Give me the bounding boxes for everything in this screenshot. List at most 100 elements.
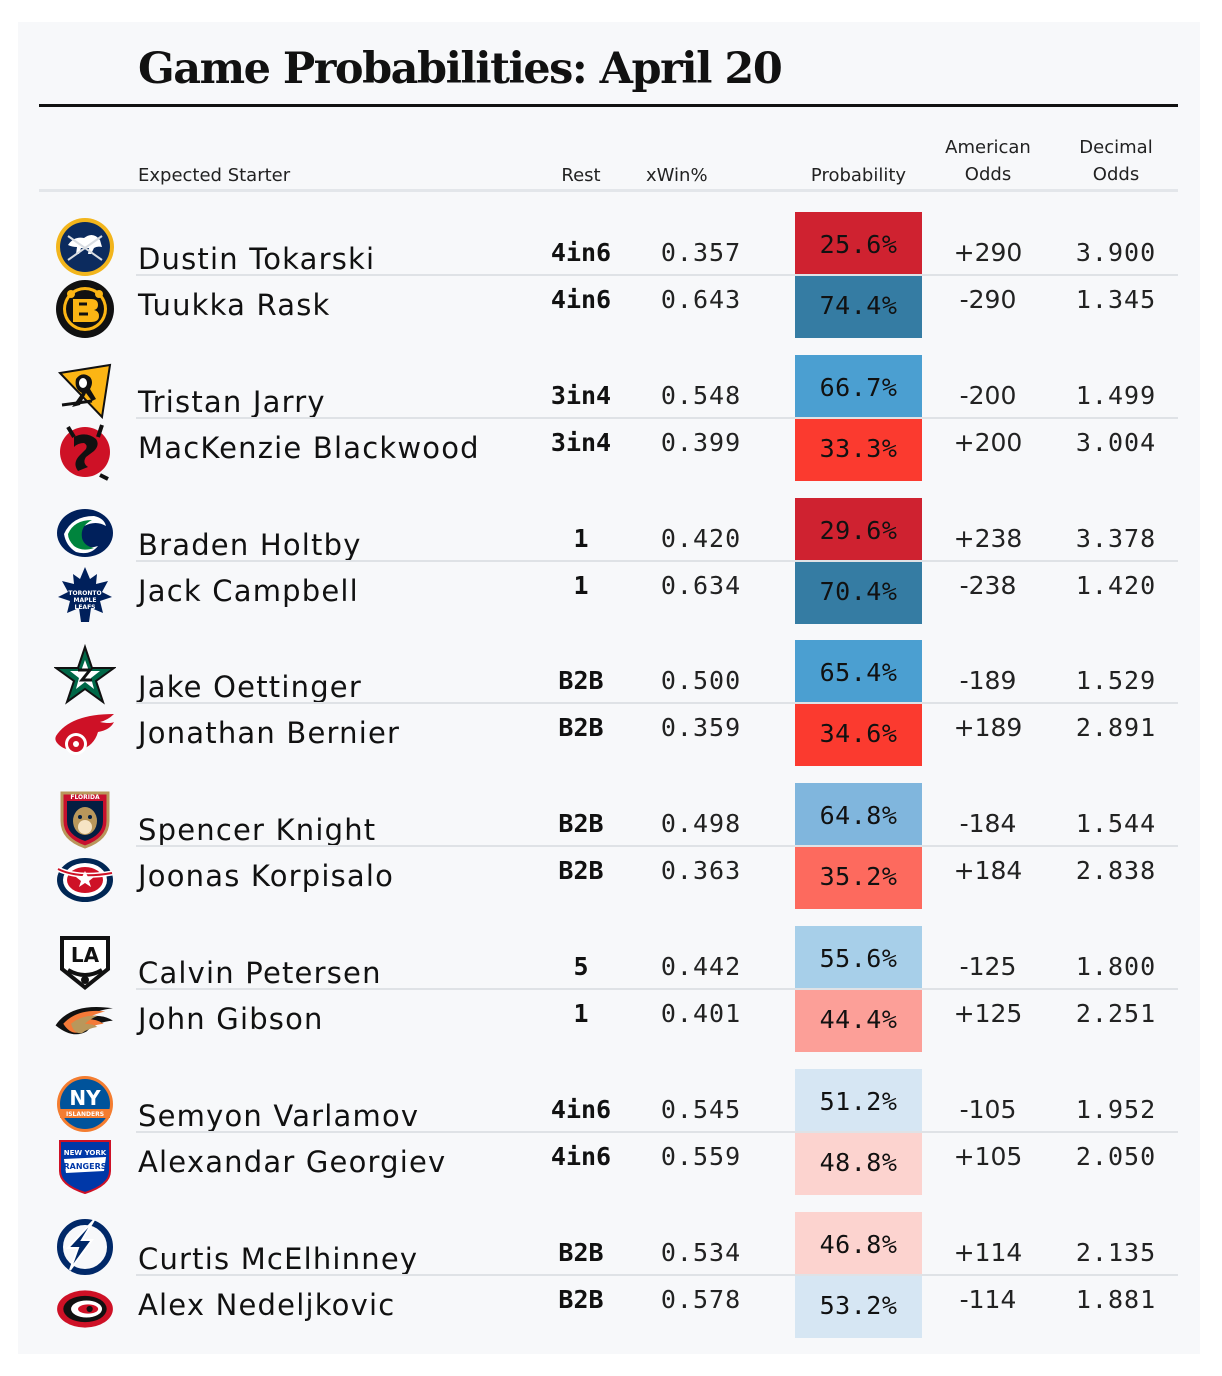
probability-cell: 74.4% bbox=[795, 276, 922, 338]
svg-text:RANGERS: RANGERS bbox=[64, 1162, 107, 1171]
starter-name: John Gibson bbox=[138, 1002, 324, 1036]
probability-cell: 65.4% bbox=[795, 640, 922, 703]
lightning-logo bbox=[54, 1216, 116, 1278]
canucks-logo bbox=[54, 502, 116, 564]
starter-name: Dustin Tokarski bbox=[138, 242, 376, 276]
probability-cell: 25.6% bbox=[795, 212, 922, 274]
ducks-logo bbox=[54, 992, 116, 1054]
blue-jackets-logo bbox=[54, 849, 116, 911]
probability-cell: 33.3% bbox=[795, 418, 922, 481]
game-8: Curtis McElhinney B2B 0.534 46.8% +114 2.135 A… bbox=[18, 1211, 1200, 1340]
game-3: Braden Holtby 1 0.420 29.6% +238 3.378 TORONTO… bbox=[18, 497, 1200, 626]
american-odds-value: +184 bbox=[953, 856, 1023, 886]
matchup-divider bbox=[136, 416, 1178, 419]
matchup-divider bbox=[136, 1130, 1178, 1133]
rest-value: B2B bbox=[558, 666, 604, 696]
table-row: Dustin Tokarski 4in6 0.357 25.6% +290 3.900 bbox=[18, 212, 1200, 276]
sabres-logo bbox=[54, 216, 116, 278]
rest-value: B2B bbox=[558, 809, 604, 839]
svg-text:TORONTO: TORONTO bbox=[68, 590, 101, 597]
xwin-value: 0.359 bbox=[660, 713, 742, 743]
header-decimal-odds: Decimal Odds bbox=[1056, 134, 1176, 188]
decimal-odds-value: 3.004 bbox=[1075, 427, 1157, 457]
table-row: Curtis McElhinney B2B 0.534 46.8% +114 2.135 bbox=[18, 1211, 1200, 1276]
penguins-logo bbox=[54, 359, 116, 421]
decimal-odds-value: 2.838 bbox=[1075, 856, 1157, 886]
starter-name: Spencer Knight bbox=[138, 813, 377, 848]
header-divider bbox=[39, 189, 1178, 192]
xwin-value: 0.559 bbox=[660, 1141, 742, 1171]
header-decimal-line2: Odds bbox=[1092, 164, 1140, 185]
svg-text:MAPLE: MAPLE bbox=[74, 597, 97, 604]
stars-logo bbox=[54, 644, 116, 706]
rest-value: B2B bbox=[558, 856, 604, 886]
probability-value: 70.4% bbox=[819, 576, 898, 606]
probability-value: 65.4% bbox=[819, 658, 898, 688]
xwin-value: 0.634 bbox=[660, 570, 742, 600]
rest-value: 5 bbox=[573, 952, 589, 981]
decimal-odds-value: 1.544 bbox=[1075, 809, 1157, 839]
xwin-value: 0.498 bbox=[660, 809, 742, 839]
matchup-divider bbox=[136, 702, 1178, 705]
rest-value: 4in6 bbox=[550, 238, 612, 267]
table-row: Alex Nedeljkovic B2B 0.578 53.2% -114 1.881 bbox=[18, 1275, 1200, 1338]
american-odds-value: +105 bbox=[953, 1141, 1023, 1171]
probability-value: 55.6% bbox=[819, 944, 898, 973]
svg-text:NEW YORK: NEW YORK bbox=[64, 1149, 107, 1157]
probability-cell: 48.8% bbox=[795, 1132, 922, 1195]
header-decimal-line1: Decimal bbox=[1079, 137, 1153, 158]
table-row: FLORIDA Spencer Knight B2B 0.498 64.8% -184 1.… bbox=[18, 783, 1200, 849]
probability-value: 34.6% bbox=[819, 719, 898, 749]
red-wings-logo bbox=[54, 706, 116, 768]
probability-cell: 44.4% bbox=[795, 990, 922, 1052]
starter-name: MacKenzie Blackwood bbox=[138, 430, 480, 465]
starter-name: Semyon Varlamov bbox=[138, 1098, 420, 1133]
table-row: Braden Holtby 1 0.420 29.6% +238 3.378 bbox=[18, 497, 1200, 562]
rest-value: B2B bbox=[558, 1237, 604, 1267]
game-6: LA Calvin Petersen 5 0.442 55.6% -125 1.800 Joh… bbox=[18, 926, 1200, 1054]
probability-value: 66.7% bbox=[819, 372, 898, 402]
table-row: Jonathan Bernier B2B 0.359 34.6% +189 2.891 bbox=[18, 704, 1200, 768]
american-odds-value: +290 bbox=[953, 238, 1023, 267]
rangers-logo: NEW YORK RANGERS bbox=[54, 1135, 116, 1197]
probability-cell: 29.6% bbox=[795, 497, 922, 560]
probability-cell: 46.8% bbox=[795, 1211, 922, 1274]
matchup-divider bbox=[136, 559, 1178, 562]
header-probability: Probability bbox=[810, 165, 907, 186]
probability-value: 51.2% bbox=[819, 1086, 898, 1116]
rest-value: 4in6 bbox=[550, 1094, 612, 1124]
starter-name: Curtis McElhinney bbox=[138, 1241, 419, 1276]
xwin-value: 0.363 bbox=[660, 856, 742, 886]
probability-value: 33.3% bbox=[819, 433, 898, 463]
probability-value: 64.8% bbox=[819, 801, 898, 831]
table-row: LA Calvin Petersen 5 0.442 55.6% -125 1.800 bbox=[18, 926, 1200, 990]
american-odds-value: -184 bbox=[959, 809, 1017, 839]
decimal-odds-value: 3.378 bbox=[1075, 523, 1157, 553]
starter-name: Jack Campbell bbox=[138, 573, 359, 608]
game-probabilities-card: Game Probabilities: April 20 Expected St… bbox=[18, 22, 1200, 1354]
decimal-odds-value: 1.800 bbox=[1075, 952, 1157, 981]
matchup-divider bbox=[136, 845, 1178, 848]
rest-value: B2B bbox=[558, 1284, 604, 1314]
rest-value: 3in4 bbox=[550, 427, 612, 457]
decimal-odds-value: 1.881 bbox=[1075, 1284, 1157, 1314]
probability-value: 53.2% bbox=[819, 1290, 898, 1320]
xwin-value: 0.357 bbox=[660, 238, 742, 267]
probability-value: 74.4% bbox=[819, 291, 898, 320]
probability-value: 46.8% bbox=[819, 1229, 898, 1259]
table-row: TORONTO MAPLE LEAFS Jack Campbell 1 0.634 70.4… bbox=[18, 561, 1200, 624]
rest-value: 1 bbox=[573, 570, 589, 600]
rest-value: 3in4 bbox=[550, 380, 612, 410]
table-row: NEW YORK RANGERS Alexandar Georgiev 4in6 0.5… bbox=[18, 1132, 1200, 1197]
starter-name: Tuukka Rask bbox=[138, 288, 331, 322]
matchup-divider bbox=[136, 274, 1178, 276]
xwin-value: 0.548 bbox=[660, 380, 742, 410]
header-american-odds: American Odds bbox=[928, 134, 1048, 188]
svg-text:LA: LA bbox=[71, 943, 100, 967]
american-odds-value: -125 bbox=[959, 952, 1017, 981]
table-row: Tristan Jarry 3in4 0.548 66.7% -200 1.499 bbox=[18, 354, 1200, 419]
rest-value: 1 bbox=[573, 999, 589, 1028]
starter-name: Jake Oettinger bbox=[138, 670, 362, 705]
rest-value: 4in6 bbox=[550, 285, 612, 314]
probability-cell: 34.6% bbox=[795, 704, 922, 767]
